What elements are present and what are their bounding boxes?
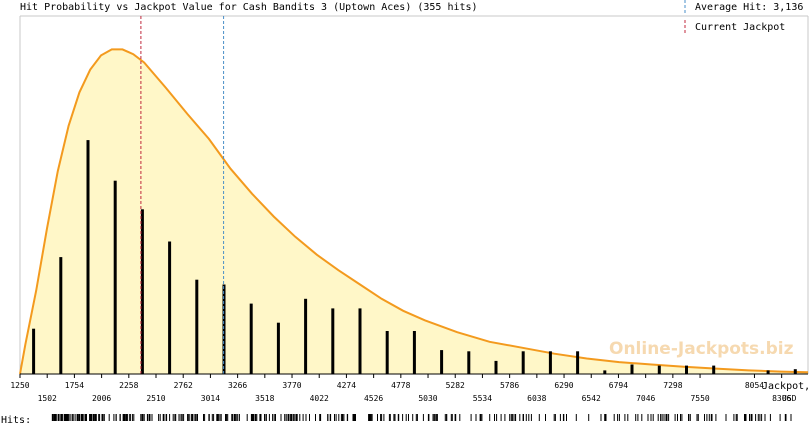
- bar: [358, 308, 362, 374]
- x-tick-label: 4274: [337, 381, 356, 390]
- bar: [113, 180, 117, 374]
- hits-strip: [51, 414, 792, 421]
- x-tick-label: 6290: [554, 381, 573, 390]
- x-tick-label: 7046: [636, 394, 655, 403]
- x-tick-label: 3014: [201, 394, 220, 403]
- plot-area: [19, 15, 809, 375]
- bar: [685, 365, 688, 374]
- bar: [222, 284, 226, 374]
- x-tick-label: 1250: [10, 381, 29, 390]
- bar: [440, 350, 444, 374]
- bar: [32, 328, 36, 374]
- bar: [793, 369, 797, 374]
- bar: [168, 241, 172, 374]
- x-tick-label: 7550: [690, 394, 709, 403]
- bar: [576, 351, 580, 374]
- x-tick-label: 8306: [772, 394, 791, 403]
- x-axis-unit: USD: [782, 394, 797, 403]
- x-tick-label: 7298: [663, 381, 682, 390]
- bar: [412, 331, 416, 374]
- x-tick-label: 2762: [174, 381, 193, 390]
- bar: [548, 351, 552, 374]
- bar: [331, 308, 335, 374]
- x-tick-label: 3770: [282, 381, 301, 390]
- x-tick-label: 2258: [119, 381, 138, 390]
- x-tick-label: 8054: [745, 381, 764, 390]
- x-tick-label: 5282: [446, 381, 465, 390]
- watermark-text: Online-Jackpots.biz: [609, 339, 794, 359]
- bar: [467, 351, 471, 374]
- x-tick-label: 4526: [364, 394, 383, 403]
- legend-label: Current Jackpot: [695, 22, 785, 33]
- bar: [140, 209, 144, 374]
- bar: [59, 257, 63, 374]
- bar: [766, 370, 770, 374]
- density-curve: [19, 48, 809, 375]
- bar: [521, 351, 525, 374]
- x-tick-label: 2006: [92, 394, 111, 403]
- bar: [195, 279, 199, 374]
- bar: [712, 365, 716, 374]
- x-tick-label: 5786: [500, 381, 519, 390]
- x-tick-label: 2510: [146, 394, 165, 403]
- x-tick-label: 6794: [609, 381, 628, 390]
- bar: [385, 331, 389, 374]
- x-tick-label: 6542: [582, 394, 601, 403]
- chart-title: Hit Probability vs Jackpot Value for Cas…: [20, 2, 478, 13]
- bar: [494, 360, 498, 374]
- bar: [249, 303, 253, 374]
- x-tick-label: 6038: [527, 394, 546, 403]
- bar: [657, 365, 661, 374]
- x-axis: 1250 1754 2258 2762 3266 3770 4274 4778 5282 5786…: [10, 373, 808, 403]
- x-tick-label: 1754: [65, 381, 84, 390]
- x-tick-label: 3518: [255, 394, 274, 403]
- bar: [630, 364, 634, 374]
- bar: [603, 370, 607, 374]
- legend: Average Hit: 3,136 Current Jackpot: [684, 0, 803, 34]
- legend-label: Average Hit: 3,136: [695, 2, 803, 13]
- x-tick-label: 1502: [38, 394, 57, 403]
- hits-label: Hits:: [1, 415, 31, 425]
- x-tick-label: 5534: [473, 394, 492, 403]
- bar: [86, 140, 90, 374]
- x-tick-label: 5030: [418, 394, 437, 403]
- density-area: [20, 49, 808, 375]
- x-tick-label: 4778: [391, 381, 410, 390]
- x-axis-label: Jackpot,: [762, 381, 810, 392]
- bar: [276, 322, 280, 374]
- x-tick-label: 4022: [310, 394, 329, 403]
- bar: [304, 298, 308, 374]
- x-tick-label: 3266: [228, 381, 247, 390]
